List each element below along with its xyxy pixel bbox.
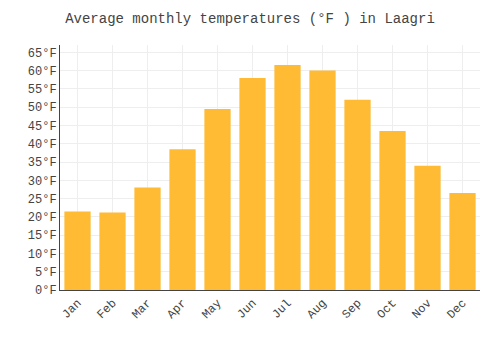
svg-text:Feb: Feb bbox=[94, 297, 119, 322]
svg-text:55°F: 55°F bbox=[28, 83, 57, 97]
svg-text:Jan: Jan bbox=[59, 297, 84, 322]
svg-text:0°F: 0°F bbox=[35, 284, 57, 298]
svg-text:5°F: 5°F bbox=[35, 266, 57, 280]
svg-text:Average monthly temperatures (: Average monthly temperatures (°F ) in La… bbox=[65, 11, 435, 27]
svg-text:Aug: Aug bbox=[304, 297, 329, 322]
svg-text:10°F: 10°F bbox=[28, 248, 57, 262]
svg-text:25°F: 25°F bbox=[28, 193, 57, 207]
svg-text:Jul: Jul bbox=[269, 297, 294, 322]
svg-text:Jun: Jun bbox=[234, 297, 259, 322]
svg-text:Dec: Dec bbox=[444, 297, 469, 322]
svg-text:50°F: 50°F bbox=[28, 101, 57, 115]
svg-text:Sep: Sep bbox=[339, 297, 364, 322]
svg-text:15°F: 15°F bbox=[28, 229, 57, 243]
svg-text:Mar: Mar bbox=[129, 297, 154, 322]
svg-text:60°F: 60°F bbox=[28, 65, 57, 79]
svg-text:40°F: 40°F bbox=[28, 138, 57, 152]
svg-text:20°F: 20°F bbox=[28, 211, 57, 225]
svg-text:30°F: 30°F bbox=[28, 175, 57, 189]
svg-text:May: May bbox=[199, 297, 224, 322]
svg-text:Apr: Apr bbox=[164, 297, 189, 322]
svg-text:Oct: Oct bbox=[374, 297, 399, 322]
svg-text:65°F: 65°F bbox=[28, 47, 57, 61]
svg-text:35°F: 35°F bbox=[28, 156, 57, 170]
svg-text:Nov: Nov bbox=[409, 297, 434, 322]
svg-text:45°F: 45°F bbox=[28, 120, 57, 134]
